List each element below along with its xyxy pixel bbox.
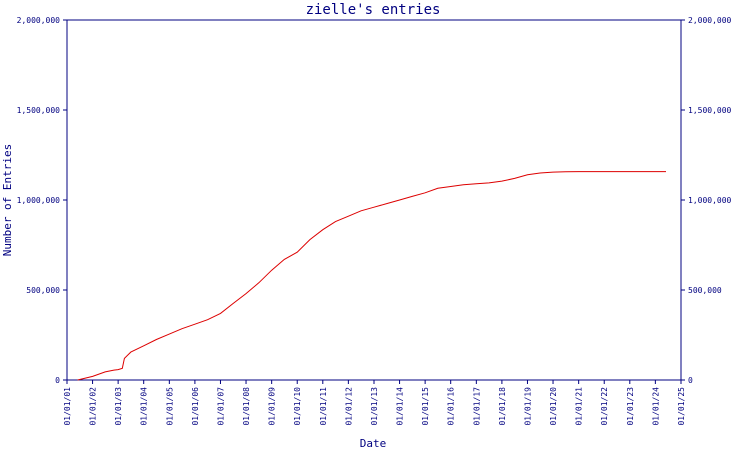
x-tick-label: 01/01/12	[344, 387, 353, 426]
y-tick-right-label: 1,000,000	[688, 196, 732, 205]
y-tick-right-label: 0	[688, 376, 693, 385]
x-tick-label: 01/01/02	[89, 387, 98, 426]
y-axis-right: 0 500,000 1,000,000 1,500,000 2,000,000	[681, 16, 732, 385]
x-tick-label: 01/01/01	[63, 387, 72, 426]
x-tick-label: 01/01/16	[447, 387, 456, 426]
x-tick-label: 01/01/24	[651, 387, 660, 426]
y-tick-left-label: 1,500,000	[17, 106, 61, 115]
x-tick-label: 01/01/23	[626, 387, 635, 426]
series-line-1	[77, 171, 666, 381]
y-tick-left-label: 1,000,000	[17, 196, 61, 205]
x-tick-label: 01/01/10	[293, 387, 302, 426]
x-tick-label: 01/01/13	[370, 387, 379, 426]
x-tick-label: 01/01/05	[165, 387, 174, 426]
y-tick-left-label: 0	[55, 376, 60, 385]
x-tick-label: 01/01/14	[396, 387, 405, 426]
x-tick-label: 01/01/25	[677, 387, 686, 426]
x-tick-label: 01/01/08	[242, 387, 251, 426]
x-tick-label: 01/01/18	[498, 387, 507, 426]
y-tick-left-label: 2,000,000	[17, 16, 61, 25]
x-tick-label: 01/01/21	[575, 387, 584, 426]
y-tick-left-label: 500,000	[26, 286, 60, 295]
x-tick-label: 01/01/03	[114, 387, 123, 426]
y-axis-left: 0 500,000 1,000,000 1,500,000 2,000,000	[17, 16, 67, 385]
x-tick-label: 01/01/04	[140, 387, 149, 426]
x-tick-label: 01/01/22	[600, 387, 609, 426]
series-layer	[77, 171, 666, 381]
x-tick-label: 01/01/17	[472, 387, 481, 426]
y-axis-title: Number of Entries	[1, 144, 14, 257]
x-tick-label: 01/01/19	[523, 387, 532, 426]
x-tick-label: 01/01/20	[549, 387, 558, 426]
plot-area-frame	[66, 19, 682, 381]
y-tick-right-label: 1,500,000	[688, 106, 732, 115]
chart-title: zielle's entries	[306, 2, 441, 18]
x-tick-label: 01/01/06	[191, 387, 200, 426]
y-tick-right-label: 2,000,000	[688, 16, 732, 25]
x-axis: 01/01/01 01/01/02 01/01/03 01/01/04 01/01/05…	[63, 380, 686, 426]
x-tick-label: 01/01/11	[319, 387, 328, 426]
x-tick-label: 01/01/09	[268, 387, 277, 426]
x-tick-label: 01/01/07	[216, 387, 225, 426]
y-tick-right-label: 500,000	[688, 286, 722, 295]
x-axis-title: Date	[360, 437, 387, 450]
x-tick-label: 01/01/15	[421, 387, 430, 426]
